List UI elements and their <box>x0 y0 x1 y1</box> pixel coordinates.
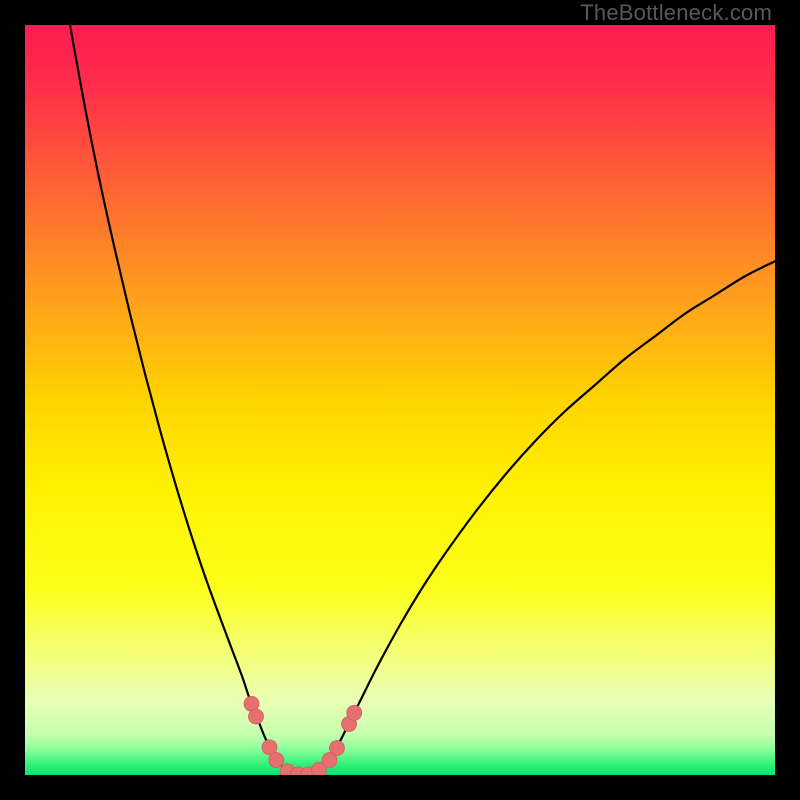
data-marker <box>269 753 284 768</box>
chart-svg <box>25 25 775 775</box>
plot-area <box>25 25 775 775</box>
data-marker <box>330 741 345 756</box>
watermark-text: TheBottleneck.com <box>580 0 772 26</box>
data-marker <box>249 709 264 724</box>
chart-frame: TheBottleneck.com <box>0 0 800 800</box>
gradient-background <box>25 25 775 775</box>
data-marker <box>347 705 362 720</box>
